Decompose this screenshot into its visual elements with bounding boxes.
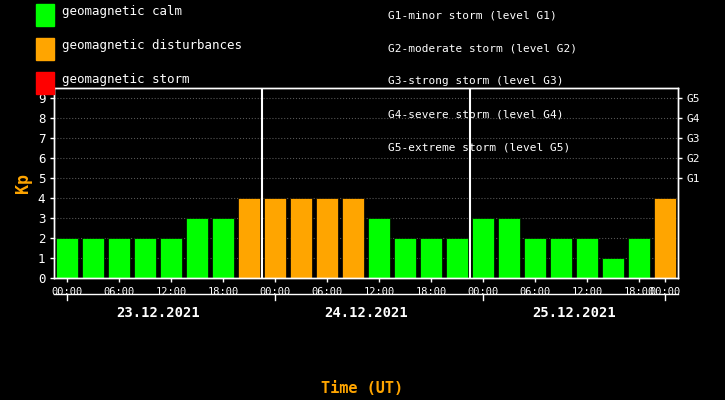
Text: geomagnetic disturbances: geomagnetic disturbances — [62, 40, 241, 52]
Text: geomagnetic storm: geomagnetic storm — [62, 74, 189, 86]
Text: G5-extreme storm (level G5): G5-extreme storm (level G5) — [388, 143, 570, 153]
Text: G1-minor storm (level G1): G1-minor storm (level G1) — [388, 10, 557, 20]
Bar — [264, 198, 286, 278]
Bar — [524, 238, 546, 278]
Bar — [368, 218, 390, 278]
Text: 25.12.2021: 25.12.2021 — [532, 306, 616, 320]
Bar — [83, 238, 104, 278]
Text: 24.12.2021: 24.12.2021 — [324, 306, 408, 320]
Text: 23.12.2021: 23.12.2021 — [117, 306, 200, 320]
Bar — [550, 238, 572, 278]
Text: Time (UT): Time (UT) — [321, 381, 404, 396]
Bar — [420, 238, 442, 278]
Bar — [394, 238, 416, 278]
Text: G3-strong storm (level G3): G3-strong storm (level G3) — [388, 76, 563, 86]
Bar — [472, 218, 494, 278]
Bar — [108, 238, 130, 278]
Text: G2-moderate storm (level G2): G2-moderate storm (level G2) — [388, 43, 577, 53]
Text: geomagnetic calm: geomagnetic calm — [62, 6, 182, 18]
Bar — [654, 198, 676, 278]
Bar — [576, 238, 598, 278]
Bar — [342, 198, 364, 278]
Bar — [446, 238, 468, 278]
Y-axis label: Kp: Kp — [14, 173, 33, 193]
Bar — [628, 238, 650, 278]
Bar — [134, 238, 157, 278]
Bar — [316, 198, 338, 278]
Bar — [212, 218, 234, 278]
Bar — [602, 258, 624, 278]
Bar — [239, 198, 260, 278]
Text: G4-severe storm (level G4): G4-severe storm (level G4) — [388, 110, 563, 120]
Bar — [498, 218, 520, 278]
Bar — [160, 238, 182, 278]
Bar — [57, 238, 78, 278]
Bar — [290, 198, 312, 278]
Bar — [186, 218, 208, 278]
